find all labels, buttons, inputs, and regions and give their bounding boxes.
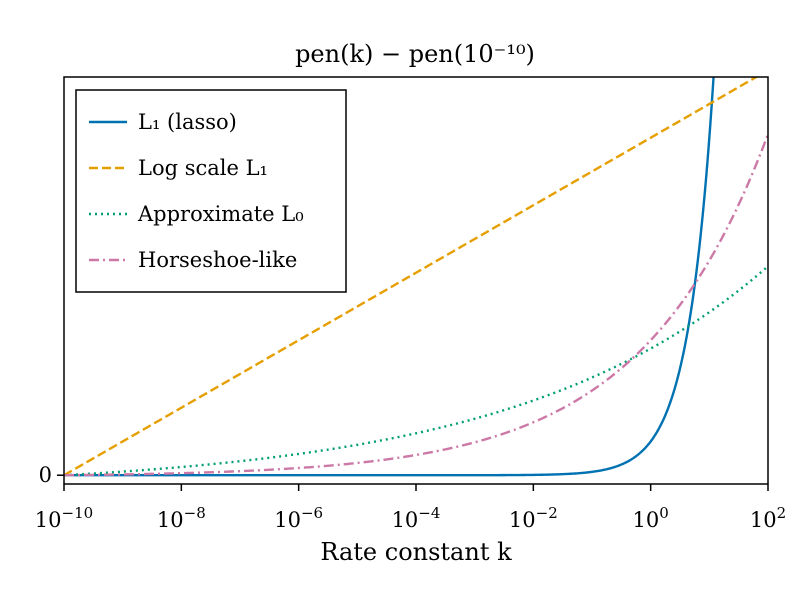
legend-label-1: Log scale L₁ [138,156,268,180]
x-tick-label-5: 100 [633,504,669,532]
y-tick-label-0: 0 [39,463,52,487]
legend-box [75,89,347,293]
x-tick-label-0: 10−10 [35,504,93,532]
x-tick-label-2: 10−6 [274,504,323,532]
legend-label-3: Horseshoe-like [138,248,297,272]
legend-label-2: Approximate L₀ [137,202,304,226]
x-tick-label-3: 10−4 [392,504,441,532]
legend-label-0: L₁ (lasso) [138,110,237,134]
series-line-1 [64,77,759,477]
y-axis: 0 [39,463,64,487]
x-axis: 10−10 10−8 10−6 10−4 10−2 100 102 [35,484,786,532]
x-tick-label-4: 10−2 [509,504,558,532]
x-axis-label: Rate constant k [320,538,512,566]
x-tick-label-1: 10−8 [157,504,206,532]
x-tick-label-6: 102 [750,504,786,532]
chart-title: pen(k) − pen(10⁻¹⁰) [295,40,535,68]
legend: L₁ (lasso) Log scale L₁ Approximate L₀ Hors… [75,89,347,293]
series-line-0 [64,77,715,477]
series-line-2 [64,265,768,477]
series-layer [64,77,768,477]
